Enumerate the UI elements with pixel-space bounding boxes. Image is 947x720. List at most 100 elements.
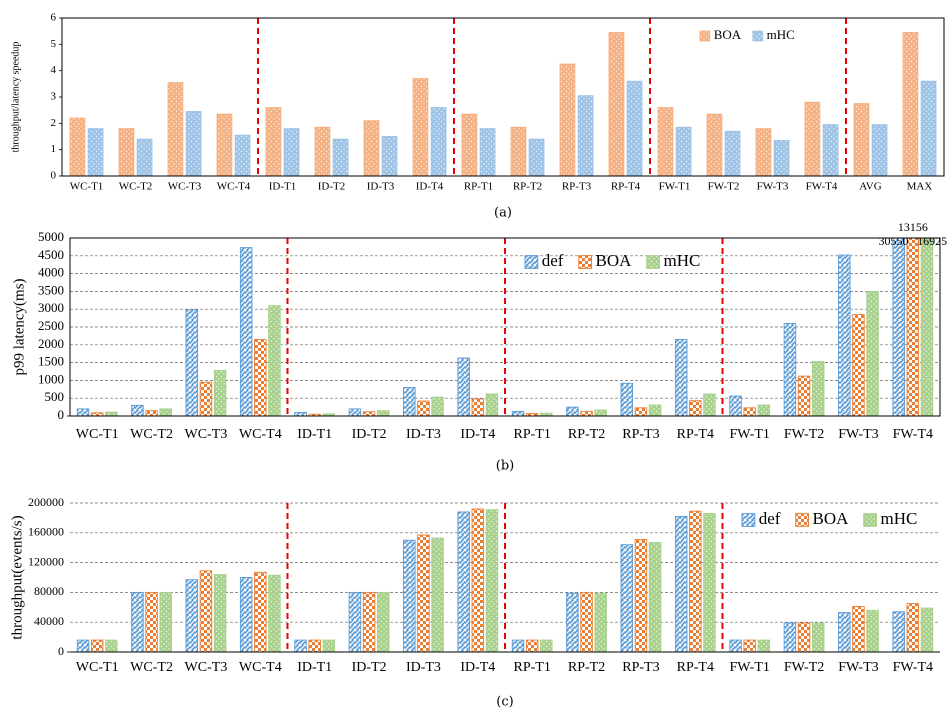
bars	[69, 32, 937, 176]
bar	[920, 80, 937, 176]
x-tick-label: MAX	[907, 181, 933, 193]
bar	[608, 32, 625, 176]
bar	[479, 128, 496, 176]
bar	[634, 539, 648, 652]
bar	[268, 574, 281, 652]
bar	[348, 408, 362, 416]
y-tick-label: 4500	[38, 247, 64, 262]
x-tick-label: RP-T1	[514, 660, 551, 675]
bar	[797, 375, 811, 416]
legend-swatch	[795, 513, 810, 527]
y-tick-label: 160000	[28, 525, 64, 539]
y-tick-label: 0	[58, 644, 64, 658]
plot-frame	[69, 237, 941, 417]
legend-label: BOA	[714, 27, 742, 42]
bar	[376, 410, 390, 416]
bar	[743, 407, 756, 416]
legend-swatch	[524, 255, 539, 269]
bar	[185, 579, 199, 652]
x-tick-label: FW-T2	[784, 660, 824, 675]
bar	[431, 396, 444, 416]
y-tick-label: 1	[51, 143, 57, 155]
x-tick-label: WC-T1	[70, 181, 104, 193]
bar	[620, 544, 634, 652]
bar	[145, 591, 158, 652]
bar	[322, 413, 336, 416]
legend-swatch	[863, 513, 877, 527]
x-tick-label: WC-T3	[185, 427, 228, 442]
bar	[920, 607, 934, 652]
bar	[403, 387, 416, 416]
x-tick-label: RP-T2	[568, 427, 605, 442]
bar	[783, 622, 797, 652]
bar	[811, 622, 825, 652]
bar	[528, 138, 545, 176]
legend-swatch	[646, 255, 660, 269]
bar	[853, 103, 870, 176]
bar	[87, 128, 104, 176]
bar	[471, 398, 485, 416]
bar	[703, 393, 716, 416]
bar	[265, 107, 282, 176]
y-tick-label: 500	[45, 389, 65, 404]
bar	[105, 639, 118, 652]
data-label: 13156	[898, 220, 928, 234]
bar	[773, 139, 790, 176]
x-tick-label: RP-T1	[514, 427, 551, 442]
x-tick-label: RP-T1	[464, 181, 493, 193]
x-tick-label: RP-T3	[562, 181, 592, 193]
bar	[871, 124, 888, 176]
x-tick-label: ID-T1	[297, 427, 332, 442]
bar	[757, 639, 771, 652]
bar	[131, 404, 144, 416]
bar	[620, 382, 634, 416]
bar	[822, 124, 839, 176]
x-tick-label: ID-T4	[460, 427, 495, 442]
bar	[314, 126, 331, 176]
y-tick-label: 4	[51, 64, 57, 76]
y-axis-label: throughput(events/s)	[9, 515, 25, 639]
bar	[657, 107, 674, 176]
x-tick-label: ID-T1	[297, 660, 332, 675]
legend-swatch	[578, 255, 593, 269]
legend-label: BOA	[596, 251, 633, 270]
bar	[706, 113, 723, 176]
bar	[362, 591, 376, 652]
bar	[626, 80, 643, 176]
bar	[239, 577, 253, 652]
bar	[577, 95, 594, 176]
bar	[906, 603, 920, 652]
y-tick-label: 6	[51, 12, 57, 24]
y-tick-label: 5	[51, 38, 57, 50]
y-tick-label: 120000	[28, 554, 64, 568]
legend-label: mHC	[663, 251, 700, 270]
x-tick-label: WC-T4	[217, 181, 251, 193]
y-tick-label: 2	[51, 117, 57, 129]
x-tick-label: WC-T3	[185, 660, 228, 675]
bar	[332, 138, 349, 176]
bar	[580, 591, 593, 652]
bar	[566, 592, 579, 652]
x-tick-label: FW-T2	[784, 427, 824, 442]
bar	[308, 639, 321, 652]
bar	[376, 591, 390, 652]
bar	[90, 639, 104, 652]
bar	[268, 305, 281, 416]
bar	[381, 136, 398, 176]
x-tick-label: ID-T4	[460, 660, 495, 675]
bar	[294, 639, 307, 652]
bar	[757, 404, 771, 416]
bar	[797, 622, 811, 652]
bar	[322, 639, 336, 652]
x-tick-label: ID-T1	[269, 181, 297, 193]
x-tick-label: RP-T2	[568, 660, 605, 675]
x-tick-label: FW-T4	[893, 660, 933, 675]
x-tick-label: FW-T1	[729, 427, 769, 442]
legend-swatch	[699, 30, 711, 42]
legend-swatch	[741, 513, 756, 527]
y-tick-label: 3500	[38, 282, 64, 297]
bar	[185, 309, 199, 416]
bar	[511, 410, 525, 416]
bar	[199, 381, 213, 416]
bar	[76, 408, 90, 416]
